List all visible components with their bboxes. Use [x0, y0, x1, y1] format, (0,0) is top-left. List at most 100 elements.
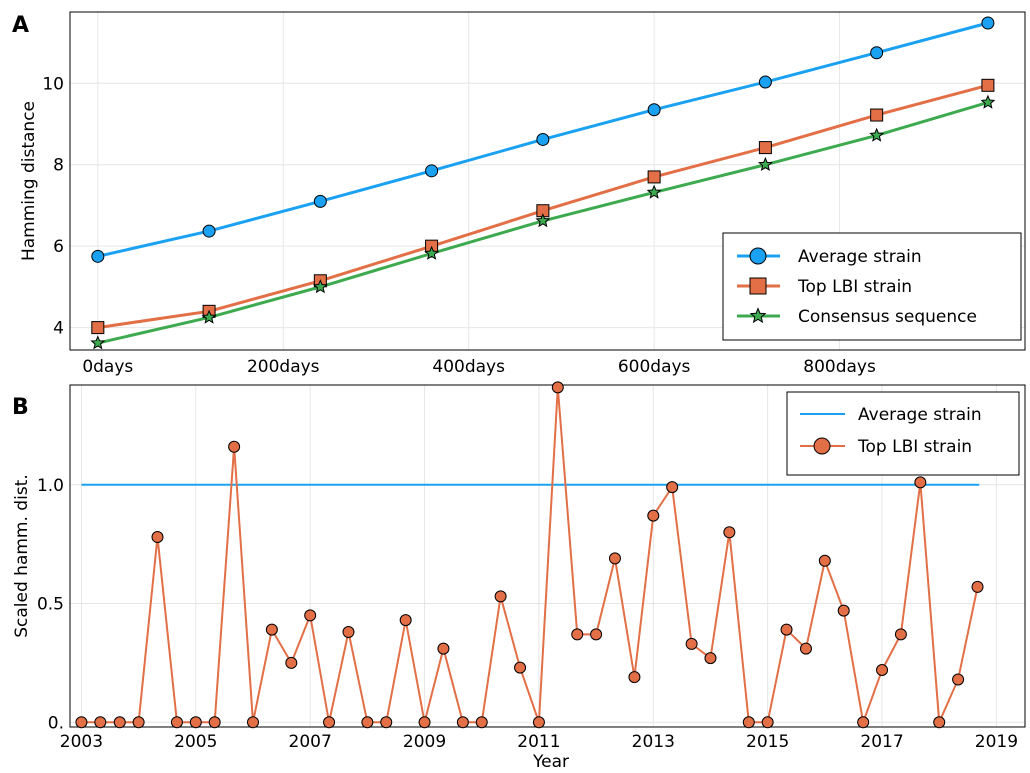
panel-b-point-1 [857, 716, 870, 729]
panel-a-point-0 [425, 164, 439, 178]
panel-a-series [90, 16, 996, 350]
panel-b-point-1 [894, 628, 907, 641]
panel-b-point-1 [914, 476, 927, 489]
panel-b-legend: Average strain Top LBI strain [786, 391, 1020, 476]
panel-b-point-1 [246, 716, 259, 729]
panel-b-point-1 [189, 716, 202, 729]
panel-b: B Scaled hamm. dist. Year 2003 2005 2007 20… [12, 381, 1026, 772]
panel-b-point-1 [342, 626, 355, 638]
panel-b-point-1 [304, 609, 317, 622]
panel-a-point-0 [536, 132, 550, 146]
panel-a-legend-marker-2 [749, 307, 767, 324]
panel-a-point-1 [647, 170, 661, 184]
panel-a-legend-marker-1 [749, 277, 767, 295]
panel-a-letter: A [12, 13, 29, 38]
panel-b-point-1 [952, 673, 965, 686]
panel-b-point-1 [265, 623, 278, 636]
panel-a-point-2 [312, 279, 328, 294]
panel-a-x-tick-label: 800days [803, 357, 876, 377]
panel-b-x-tick-label: 2019 [975, 732, 1018, 752]
panel-b-point-1 [437, 642, 450, 655]
panel-b-series-line-1 [81, 387, 979, 727]
panel-a-x-tick-label: 0days [82, 357, 133, 377]
panel-a-point-2 [535, 213, 551, 228]
panel-b-point-1 [590, 628, 603, 641]
panel-b-point-1 [170, 716, 183, 729]
panel-b-legend-box [786, 391, 1020, 476]
panel-b-x-tick-label: 2009 [403, 732, 446, 752]
panel-b-point-1 [456, 716, 469, 729]
panel-a-legend: Average strain Top LBI strain Consensus … [722, 232, 1022, 341]
panel-a-point-1 [870, 108, 884, 122]
panel-b-point-1 [551, 381, 564, 394]
panel-b-y-tick-label: 0. [48, 713, 64, 733]
panel-b-ticks: 2003 2005 2007 2009 2011 2013 2015 2017 2019 0. 0.… [37, 476, 1018, 752]
legend-label-top-lbi-strain: Top LBI strain [797, 277, 912, 297]
panel-b-point-1 [704, 652, 717, 665]
panel-a-point-2 [90, 335, 106, 350]
panel-a-x-tick-label: 200days [247, 357, 320, 377]
panel-b-point-1 [571, 628, 584, 641]
panel-a-point-0 [202, 224, 216, 238]
panel-a-point-0 [758, 75, 772, 89]
panel-b-letter: B [12, 395, 29, 420]
panel-a-point-1 [758, 141, 772, 155]
panel-b-point-1 [818, 554, 831, 567]
panel-b-point-1 [132, 716, 145, 729]
panel-b-x-tick-label: 2005 [174, 732, 217, 752]
legend-b-label-top-lbi-strain: Top LBI strain [857, 437, 972, 457]
panel-b-point-1 [685, 637, 698, 650]
panel-b-point-1 [494, 590, 507, 603]
panel-b-point-1 [399, 614, 412, 627]
panel-b-y-tick-label: 1.0 [37, 476, 64, 496]
panel-a: A Hamming distance 0days 200days 400days 60… [12, 11, 1026, 377]
panel-b-point-1 [971, 580, 984, 593]
panel-b-y-tick-label: 0.5 [37, 595, 64, 615]
panel-b-point-1 [94, 716, 107, 729]
panel-b-point-1 [285, 656, 298, 669]
panel-b-point-1 [75, 716, 88, 729]
legend-b-label-average-strain: Average strain [858, 405, 982, 425]
panel-b-point-1 [837, 604, 850, 617]
panel-b-x-tick-label: 2013 [632, 732, 675, 752]
panel-b-point-1 [514, 661, 527, 674]
panel-a-point-0 [981, 16, 995, 30]
panel-b-point-1 [361, 716, 374, 729]
panel-a-point-2 [646, 184, 662, 199]
panel-b-point-1 [418, 716, 431, 729]
panel-b-point-1 [780, 623, 793, 636]
panel-b-point-1 [666, 481, 679, 494]
panel-b-x-axis-label: Year [532, 752, 569, 772]
panel-b-point-1 [151, 531, 164, 543]
panel-a-frame [69, 11, 1026, 351]
panel-b-point-1 [742, 716, 755, 729]
panel-b-legend-marker-1 [813, 437, 831, 455]
panel-a-point-2 [980, 94, 996, 109]
panel-b-point-1 [208, 716, 221, 729]
panel-b-x-tick-label: 2015 [746, 732, 789, 752]
panel-b-point-1 [532, 716, 545, 729]
panel-a-point-0 [91, 249, 105, 263]
panel-a-point-1 [981, 78, 995, 92]
panel-b-point-1 [608, 552, 621, 565]
panel-b-x-tick-label: 2011 [517, 732, 560, 752]
panel-a-y-tick-label: 8 [53, 156, 64, 176]
panel-b-x-tick-label: 2007 [289, 732, 332, 752]
panel-a-y-tick-label: 4 [53, 319, 64, 339]
panel-a-ticks: 0days 200days 400days 600days 800days 4 6 8 10 [42, 74, 876, 377]
panel-b-point-1 [799, 642, 812, 655]
panel-b-point-1 [647, 509, 660, 522]
panel-a-point-2 [757, 156, 773, 172]
panel-b-point-1 [323, 716, 336, 729]
panel-a-point-2 [424, 245, 440, 260]
panel-a-y-axis-label: Hamming distance [19, 101, 39, 261]
panel-a-point-2 [869, 127, 885, 142]
panel-b-point-1 [761, 716, 774, 729]
panel-b-point-1 [876, 664, 889, 676]
panel-a-point-0 [313, 194, 327, 208]
panel-a-point-0 [647, 103, 661, 117]
panel-a-point-1 [91, 321, 105, 335]
panel-b-x-tick-label: 2003 [60, 732, 103, 752]
panel-b-point-1 [723, 526, 736, 539]
